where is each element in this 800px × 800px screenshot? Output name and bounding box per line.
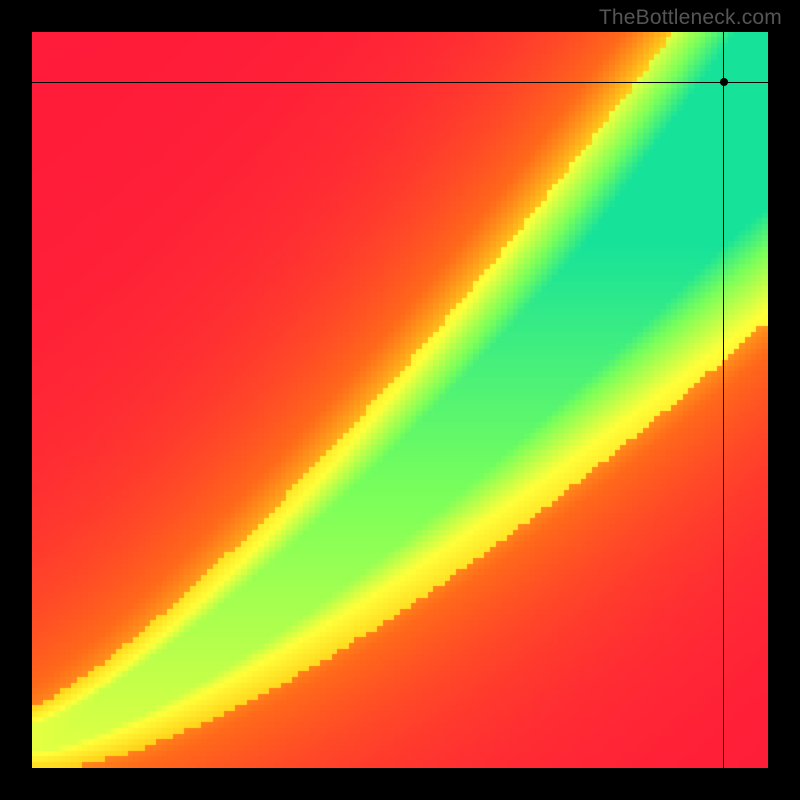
heatmap-plot — [32, 32, 768, 768]
crosshair-horizontal — [32, 82, 768, 83]
watermark: TheBottleneck.com — [599, 6, 782, 30]
heatmap-canvas — [32, 32, 768, 768]
crosshair-vertical — [723, 32, 724, 768]
marker-dot — [720, 78, 728, 86]
